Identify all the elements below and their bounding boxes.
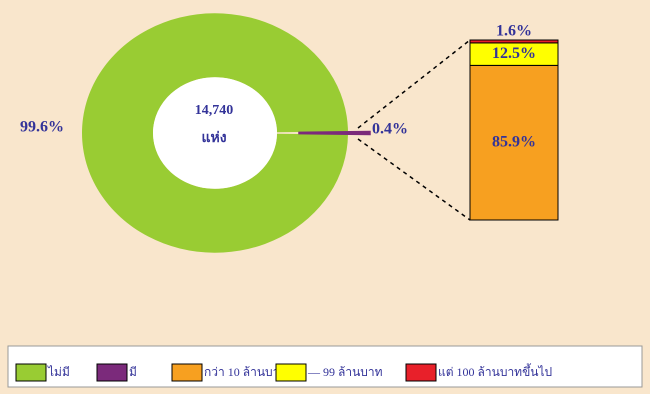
data-label: 99.6%: [20, 119, 64, 136]
data-label: 1.6%: [496, 23, 532, 40]
donut: [82, 13, 371, 253]
legend-label: แต่ 100 ล้านบาทขึ้นไป: [438, 363, 552, 379]
donut-hole: [153, 77, 277, 189]
center-text: แห่ง: [201, 130, 226, 146]
pie-slice: [82, 13, 348, 253]
legend-label: — 99 ล้านบาท: [307, 365, 383, 379]
legend-label: กว่า 10 ล้านบาท: [204, 365, 287, 379]
legend-label: ไม่มี: [47, 365, 70, 379]
data-label: 12.5%: [492, 45, 536, 62]
data-label: 0.4%: [372, 121, 408, 138]
bar-segment: [469, 39, 559, 44]
legend-swatch: [96, 363, 128, 382]
center-text: 14,740: [195, 103, 234, 118]
legend-label: มี: [129, 365, 137, 379]
legend-swatch: [275, 363, 307, 382]
bar-segment: [469, 64, 559, 221]
legend-swatch: [405, 363, 437, 382]
data-label: 85.9%: [492, 133, 536, 150]
legend-swatch: [15, 363, 47, 382]
legend-swatch: [171, 363, 203, 382]
pie-slice: [298, 130, 371, 136]
connector: [357, 138, 471, 221]
